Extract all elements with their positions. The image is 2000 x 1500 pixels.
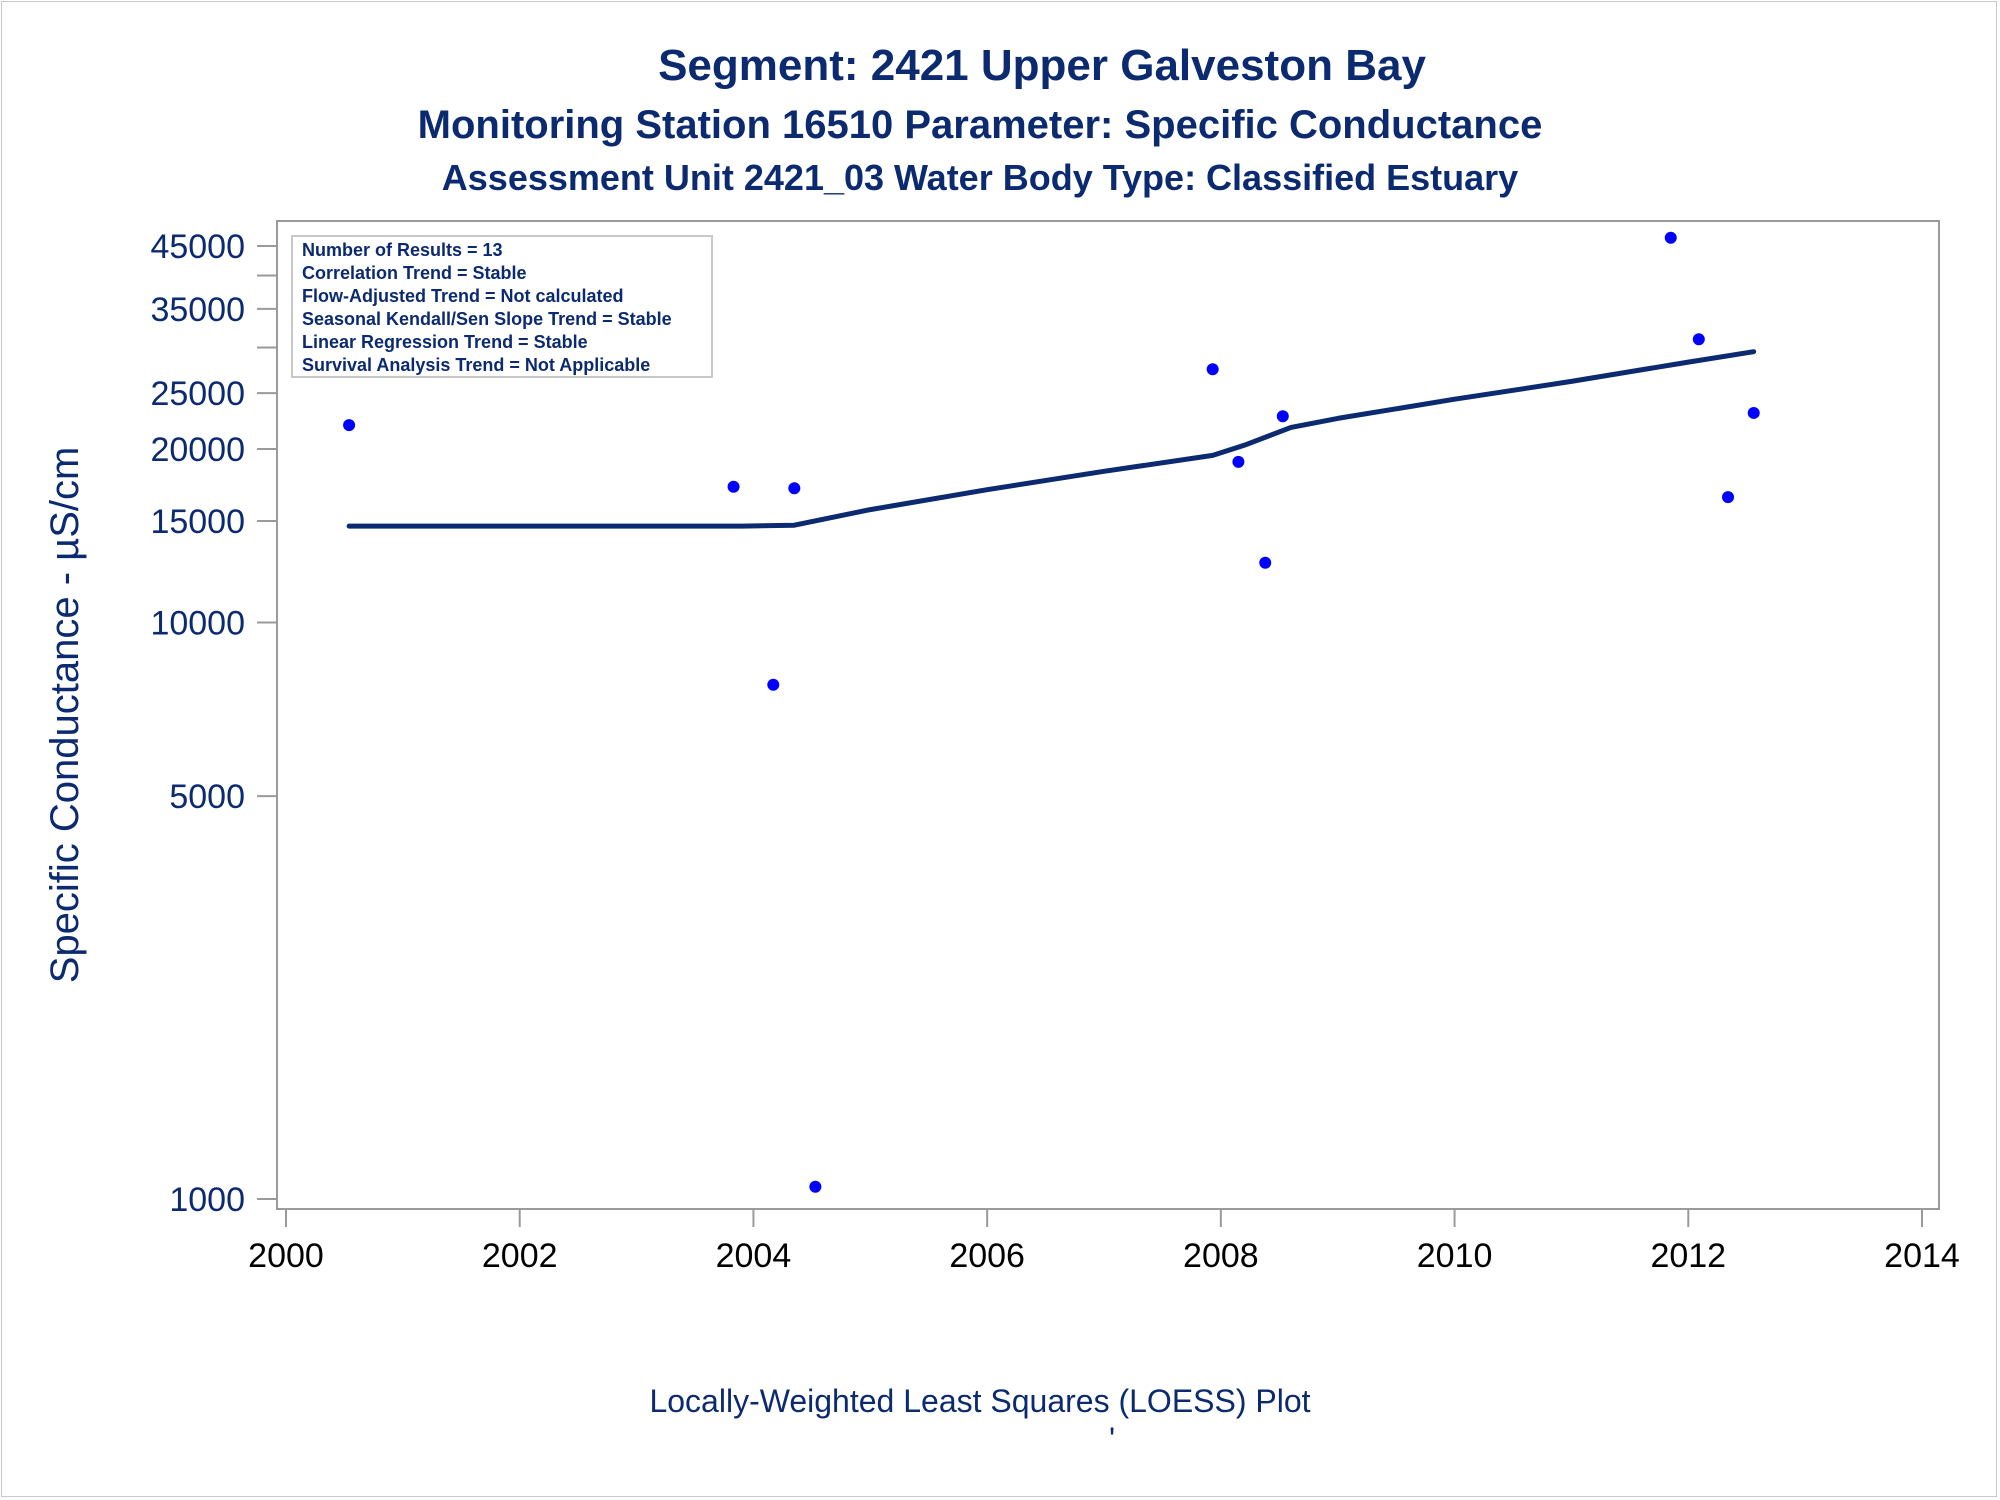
data-point — [1276, 410, 1289, 423]
legend-line-seasonal-kendall: Seasonal Kendall/Sen Slope Trend = Stabl… — [302, 309, 672, 329]
data-point — [1206, 363, 1219, 376]
x-tick-label: 2012 — [1650, 1237, 1726, 1275]
x-tick-label: 2002 — [482, 1237, 558, 1275]
y-tick-label: 5000 — [169, 778, 245, 816]
legend-line-flow-adjusted: Flow-Adjusted Trend = Not calculated — [302, 286, 624, 306]
data-point — [1692, 333, 1705, 346]
legend-line-results: Number of Results = 13 — [302, 240, 503, 260]
trend-legend-box: Number of Results = 13 Correlation Trend… — [291, 235, 713, 378]
data-point — [767, 678, 780, 691]
data-point — [343, 419, 356, 432]
data-point — [727, 480, 740, 493]
data-point — [1664, 231, 1677, 244]
y-tick-label: 15000 — [150, 503, 245, 541]
legend-line-correlation: Correlation Trend = Stable — [302, 263, 527, 283]
x-tick-label: 2006 — [949, 1237, 1025, 1275]
y-tick-label: 45000 — [150, 228, 245, 266]
x-tick-label: 2010 — [1417, 1237, 1493, 1275]
x-tick-label: 2014 — [1884, 1237, 1960, 1275]
legend-line-linear-regression: Linear Regression Trend = Stable — [302, 332, 588, 352]
loess-trend-line — [346, 349, 1757, 529]
x-tick-label: 2004 — [716, 1237, 792, 1275]
y-tick-label: 25000 — [150, 375, 245, 413]
footnote-mark: ' — [1109, 1421, 1115, 1457]
y-tick-label: 35000 — [150, 291, 245, 329]
chart-title: Segment: 2421 Upper Galveston Bay — [658, 41, 1426, 90]
data-point — [809, 1180, 822, 1193]
y-tick-label: 1000 — [169, 1181, 245, 1219]
x-tick-label: 2008 — [1183, 1237, 1259, 1275]
data-point — [1722, 491, 1735, 504]
footnote: Locally-Weighted Least Squares (LOESS) P… — [649, 1383, 1310, 1419]
y-axis: 1000 5000 10000 15000 20000 25000 35000 45000 — [150, 228, 277, 1219]
data-point — [1259, 556, 1272, 569]
x-axis: 2000 2002 2004 2006 2008 2010 2012 2014 — [248, 1209, 1960, 1275]
y-tick-label: 10000 — [150, 605, 245, 643]
chart-subtitle: Monitoring Station 16510 Parameter: Spec… — [418, 103, 1543, 147]
series-layer — [343, 231, 1760, 1193]
y-tick-label: 20000 — [150, 431, 245, 469]
x-tick-label: 2000 — [248, 1237, 324, 1275]
legend-line-survival-analysis: Survival Analysis Trend = Not Applicable — [302, 355, 650, 375]
data-point — [1232, 455, 1245, 468]
data-point — [1747, 406, 1760, 419]
data-point — [788, 482, 801, 495]
y-axis-label: Specific Conductance - µS/cm — [43, 447, 87, 984]
chart-subtitle-2: Assessment Unit 2421_03 Water Body Type:… — [442, 157, 1518, 198]
plot-area — [276, 220, 1940, 1210]
legend-box-border — [291, 235, 713, 378]
